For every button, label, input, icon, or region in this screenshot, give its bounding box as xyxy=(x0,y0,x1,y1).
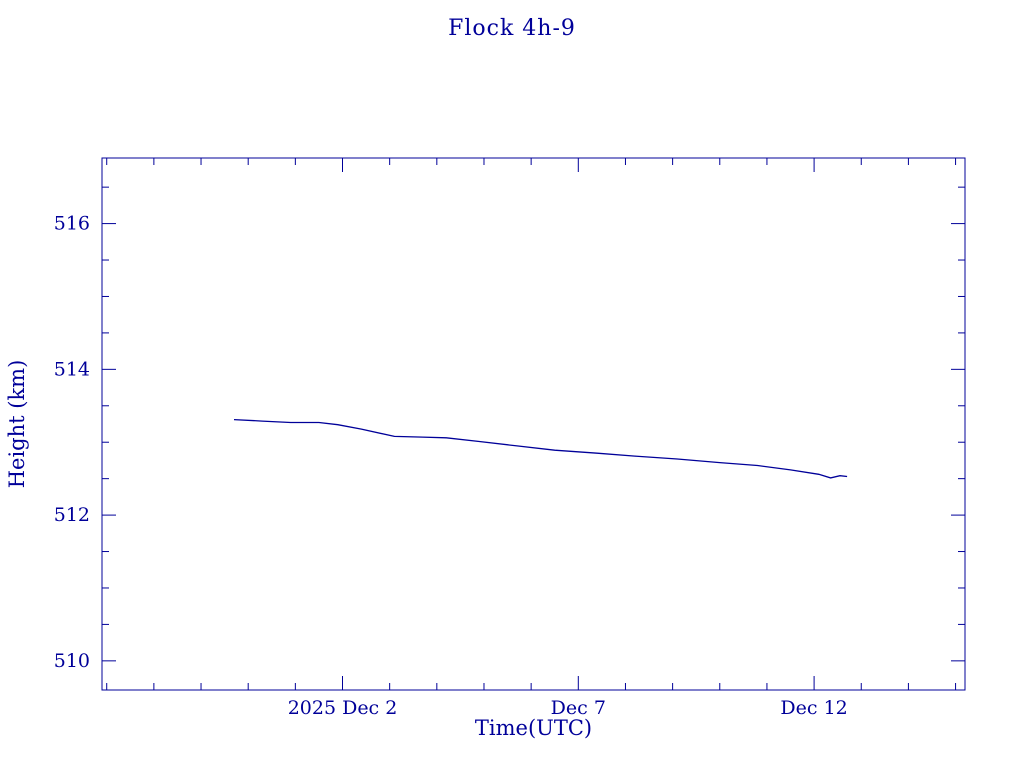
data-line xyxy=(233,418,848,479)
x-tick-label: 2025 Dec 2 xyxy=(288,697,398,719)
x-tick-label: Dec 12 xyxy=(780,697,847,719)
y-tick-label: 512 xyxy=(54,504,90,526)
y-tick-label: 510 xyxy=(54,650,90,672)
x-tick-label: Dec 7 xyxy=(551,697,606,719)
y-tick-label: 514 xyxy=(54,358,90,380)
plot-frame xyxy=(101,157,966,691)
chart-title: Flock 4h-9 xyxy=(448,16,576,41)
x-axis-label: Time(UTC) xyxy=(474,716,593,740)
y-tick-label: 516 xyxy=(54,213,90,235)
